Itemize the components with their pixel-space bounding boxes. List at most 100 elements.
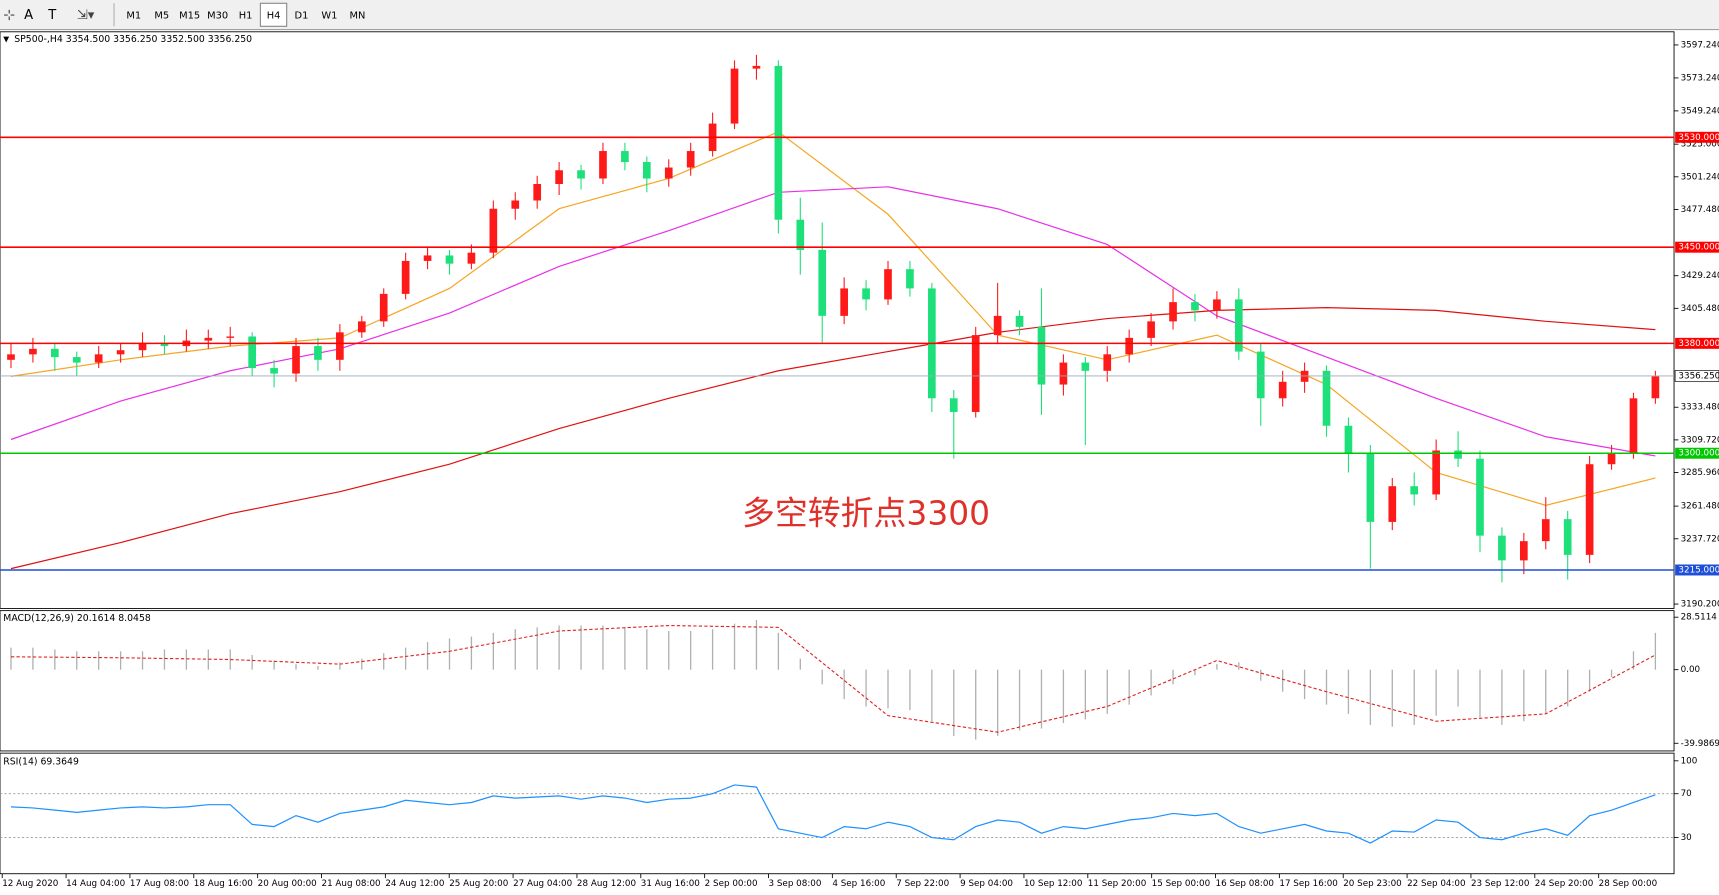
x-tick-label: 28 Sep 00:00 bbox=[1599, 879, 1658, 889]
candle-body bbox=[1476, 458, 1484, 536]
candle-body bbox=[1607, 453, 1616, 465]
timeframe-label[interactable]: M15 bbox=[179, 10, 200, 21]
candle-body bbox=[555, 170, 563, 185]
candle-body bbox=[29, 348, 37, 355]
rsi-frame bbox=[0, 752, 1675, 875]
candle-body bbox=[862, 288, 870, 300]
x-tick-label: 16 Sep 08:00 bbox=[1216, 879, 1275, 889]
x-tick-label: 18 Aug 16:00 bbox=[194, 879, 253, 889]
y-tick-label: 0.00 bbox=[1681, 665, 1701, 675]
candle-body bbox=[1015, 315, 1024, 327]
label-tool[interactable]: T bbox=[47, 8, 57, 23]
y-tick-label: 3285.960 bbox=[1681, 468, 1719, 478]
candle-body bbox=[116, 350, 125, 355]
main-frame bbox=[0, 31, 1675, 609]
candle-body bbox=[1541, 519, 1550, 542]
toolbar bbox=[0, 0, 1719, 30]
candle-body bbox=[774, 65, 783, 220]
candle-body bbox=[72, 357, 81, 363]
macd-frame bbox=[0, 610, 1675, 752]
candle-body bbox=[730, 68, 739, 124]
timeframe-label[interactable]: MN bbox=[349, 10, 365, 21]
candle-body bbox=[138, 343, 147, 351]
candle-body bbox=[664, 167, 673, 179]
candle-body bbox=[489, 208, 498, 253]
candle-body bbox=[1256, 351, 1265, 399]
y-tick-label: 3309.720 bbox=[1681, 435, 1719, 445]
level-label-box bbox=[1675, 131, 1719, 143]
candle-body bbox=[686, 151, 695, 168]
candle-body bbox=[248, 336, 256, 369]
candle-body bbox=[292, 346, 300, 374]
candle-body bbox=[818, 249, 827, 316]
y-tick-label: 3597.240 bbox=[1681, 40, 1719, 50]
macd-title: MACD(12,26,9) 20.1614 8.0458 bbox=[3, 613, 151, 624]
rsi-line bbox=[10, 784, 1656, 844]
macd-signal bbox=[10, 624, 1656, 733]
candle-body bbox=[379, 293, 388, 322]
candle-body bbox=[1410, 486, 1419, 495]
candle-body bbox=[1366, 453, 1375, 522]
level-label-box bbox=[1675, 564, 1719, 576]
candle-body bbox=[50, 348, 59, 358]
y-tick-label: 3429.240 bbox=[1681, 271, 1719, 281]
y-tick-label: 3405.480 bbox=[1681, 304, 1719, 314]
candle-body bbox=[511, 200, 520, 209]
timeframe-label[interactable]: H4 bbox=[267, 10, 281, 21]
candle-body bbox=[971, 335, 980, 413]
level-label: 3215.000 bbox=[1678, 565, 1719, 575]
x-tick-label: 21 Aug 08:00 bbox=[322, 879, 381, 889]
candle-body bbox=[226, 336, 235, 338]
candle-body bbox=[906, 269, 914, 289]
text-tool[interactable]: A bbox=[24, 8, 33, 23]
candle-body bbox=[467, 252, 476, 264]
ohlc: 3354.500 3356.250 3352.500 3356.250 bbox=[66, 34, 252, 45]
candle-body bbox=[1651, 376, 1660, 399]
candle-body bbox=[1125, 337, 1134, 355]
y-tick-label: 3573.240 bbox=[1681, 73, 1719, 83]
candle-body bbox=[1585, 464, 1594, 555]
candle-body bbox=[401, 260, 410, 294]
candle-body bbox=[599, 151, 607, 179]
x-tick-label: 25 Aug 20:00 bbox=[449, 879, 508, 889]
candle-body bbox=[840, 288, 848, 316]
y-tick-label: 28.5114 bbox=[1681, 613, 1718, 623]
candle-body bbox=[884, 269, 892, 300]
candle-body bbox=[1081, 362, 1090, 371]
timeframe-button[interactable] bbox=[259, 2, 288, 27]
candle-body bbox=[577, 170, 585, 179]
candle-body bbox=[1213, 299, 1221, 311]
x-tick-label: 4 Sep 16:00 bbox=[832, 879, 885, 889]
y-tick-label: 3549.240 bbox=[1681, 106, 1719, 116]
timeframe-label[interactable]: M30 bbox=[207, 10, 228, 21]
candle-body bbox=[949, 398, 958, 413]
candle-body bbox=[1432, 450, 1440, 495]
level-label-box bbox=[1675, 447, 1719, 459]
timeframe-label[interactable]: W1 bbox=[321, 10, 337, 21]
x-tick-label: 2 Sep 00:00 bbox=[705, 879, 758, 889]
shapes-tool[interactable]: ⇲▾ bbox=[77, 8, 95, 23]
x-tick-label: 22 Sep 04:00 bbox=[1407, 879, 1466, 889]
timeframe-label[interactable]: D1 bbox=[295, 10, 309, 21]
candle-body bbox=[1388, 486, 1397, 522]
timeframe-label[interactable]: M5 bbox=[154, 10, 169, 21]
candle-body bbox=[1191, 302, 1199, 311]
y-tick-label: 3333.480 bbox=[1681, 403, 1719, 413]
level-label-box bbox=[1675, 337, 1719, 349]
cursor-icon[interactable]: ⊹ bbox=[3, 7, 15, 23]
moving-average bbox=[10, 131, 1656, 507]
y-tick-label: 100 bbox=[1681, 756, 1698, 766]
x-tick-label: 17 Sep 16:00 bbox=[1279, 879, 1338, 889]
level-label: 3380.000 bbox=[1678, 339, 1719, 349]
candle-body bbox=[423, 255, 432, 261]
candle-body bbox=[1520, 541, 1528, 561]
timeframe-label[interactable]: H1 bbox=[239, 10, 253, 21]
collapse-arrow[interactable]: ▼ bbox=[3, 34, 9, 43]
x-tick-label: 20 Sep 23:00 bbox=[1343, 879, 1402, 889]
candle-body bbox=[1234, 299, 1243, 352]
timeframe-label[interactable]: M1 bbox=[126, 10, 141, 21]
candle-body bbox=[1563, 519, 1572, 555]
x-tick-label: 11 Sep 20:00 bbox=[1088, 879, 1147, 889]
moving-average bbox=[10, 186, 1656, 457]
